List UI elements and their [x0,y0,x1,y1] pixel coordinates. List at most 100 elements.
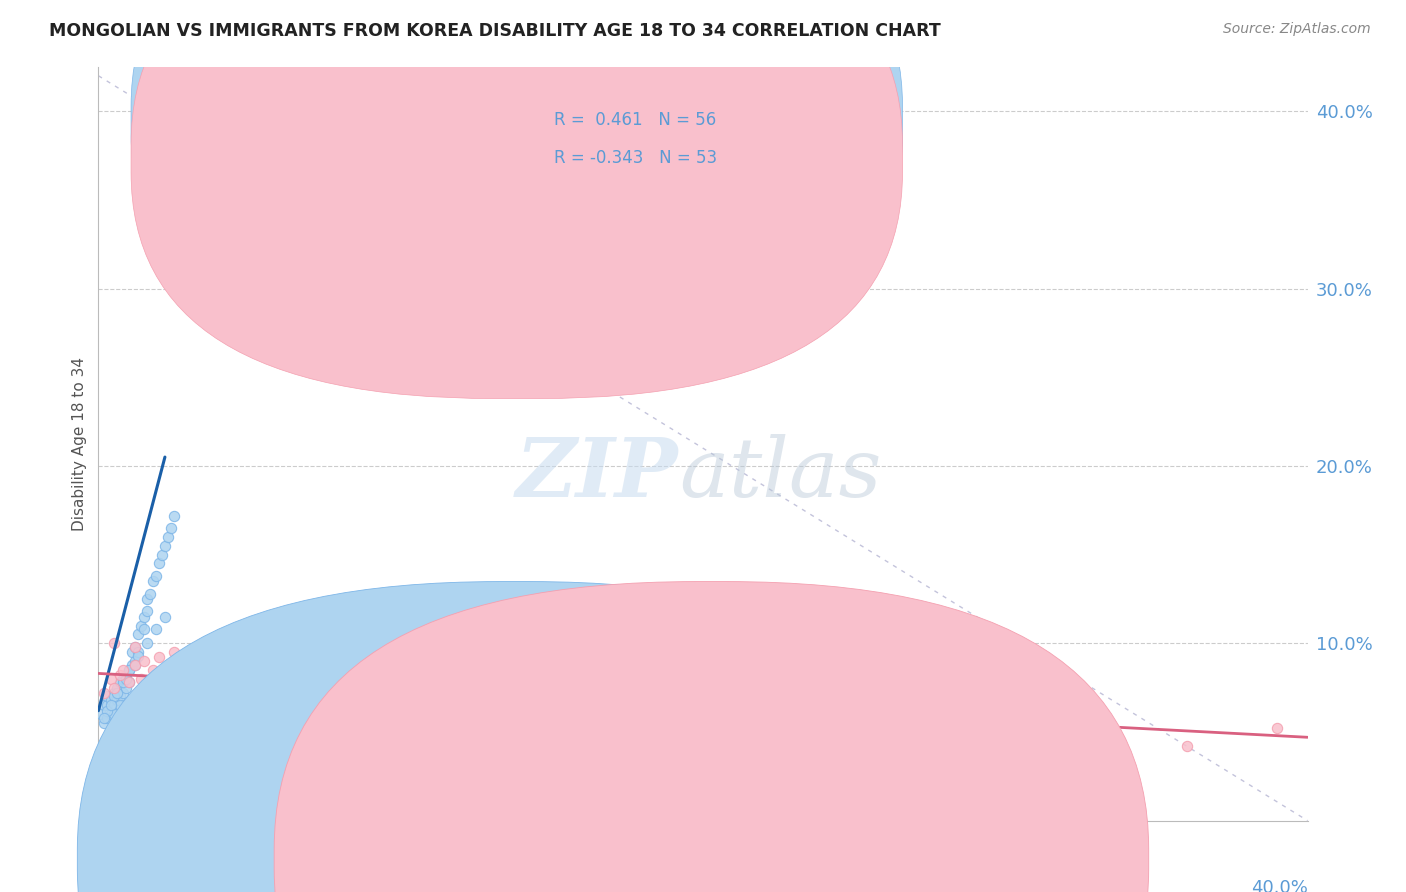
Text: atlas: atlas [679,434,882,514]
Point [156,530,179,544]
Point [148,650,170,665]
Point [105,693,128,707]
Point [269,668,291,682]
Point [172,672,194,686]
Point [124,657,146,672]
Point [1267,722,1289,736]
Point [135,591,157,606]
Text: R = -0.343   N = 53: R = -0.343 N = 53 [554,149,717,167]
Point [239,686,262,700]
Point [135,604,157,618]
Point [163,645,186,659]
FancyBboxPatch shape [474,94,769,187]
Point [142,663,165,677]
Point [100,698,122,713]
Point [118,663,141,677]
Y-axis label: Disability Age 18 to 34: Disability Age 18 to 34 [72,357,87,531]
Point [105,681,128,695]
Point [118,663,141,677]
Point [103,681,125,695]
Point [934,711,956,725]
Point [111,675,134,690]
Point [631,711,654,725]
Point [108,675,131,690]
Point [103,690,125,704]
Point [121,645,143,659]
Point [153,539,176,553]
Text: ZIP: ZIP [516,434,679,514]
Point [118,675,141,690]
Point [129,618,152,632]
Point [108,690,131,704]
Text: MONGOLIAN VS IMMIGRANTS FROM KOREA DISABILITY AGE 18 TO 34 CORRELATION CHART: MONGOLIAN VS IMMIGRANTS FROM KOREA DISAB… [49,22,941,40]
Point [873,716,896,731]
Point [93,711,115,725]
Point [114,668,136,682]
Text: Immigrants from Korea: Immigrants from Korea [734,849,925,867]
Point [360,690,382,704]
Point [111,672,134,686]
Point [96,711,118,725]
Point [934,668,956,682]
Point [124,657,146,672]
Point [103,698,125,713]
Point [153,609,176,624]
Point [124,640,146,654]
Point [108,698,131,713]
Point [105,686,128,700]
Point [121,657,143,672]
Point [160,521,183,535]
Point [540,698,562,713]
Point [129,672,152,686]
Point [100,693,122,707]
Point [602,704,624,718]
Point [93,698,115,713]
Point [139,587,162,601]
Point [114,672,136,686]
Point [103,686,125,700]
Point [103,636,125,650]
Point [150,548,173,562]
Point [450,704,472,718]
Point [127,645,149,659]
Point [299,693,322,707]
Point [692,707,714,722]
Point [90,707,112,722]
Point [96,690,118,704]
Point [111,686,134,700]
Point [202,675,225,690]
Point [193,657,215,672]
Point [389,698,412,713]
FancyBboxPatch shape [131,0,903,361]
Point [153,668,176,682]
Point [111,663,134,677]
Text: 40.0%: 40.0% [1251,880,1308,892]
Text: Mongolians: Mongolians [537,849,631,867]
Point [103,707,125,722]
Point [108,668,131,682]
Point [450,334,472,349]
Text: 0.0%: 0.0% [98,880,143,892]
Text: R =  0.461   N = 56: R = 0.461 N = 56 [554,112,717,129]
Point [145,622,167,636]
Point [284,681,307,695]
Point [142,574,165,589]
Point [127,648,149,663]
Point [329,693,352,707]
Point [93,716,115,731]
Point [193,686,215,700]
Point [93,686,115,700]
Point [148,675,170,690]
Point [145,569,167,583]
Point [208,690,231,704]
Point [100,707,122,722]
Point [481,698,503,713]
Point [510,704,533,718]
Point [571,707,593,722]
Point [100,672,122,686]
Point [420,693,443,707]
Point [752,711,775,725]
Point [96,698,118,713]
Point [124,654,146,668]
Point [314,686,336,700]
